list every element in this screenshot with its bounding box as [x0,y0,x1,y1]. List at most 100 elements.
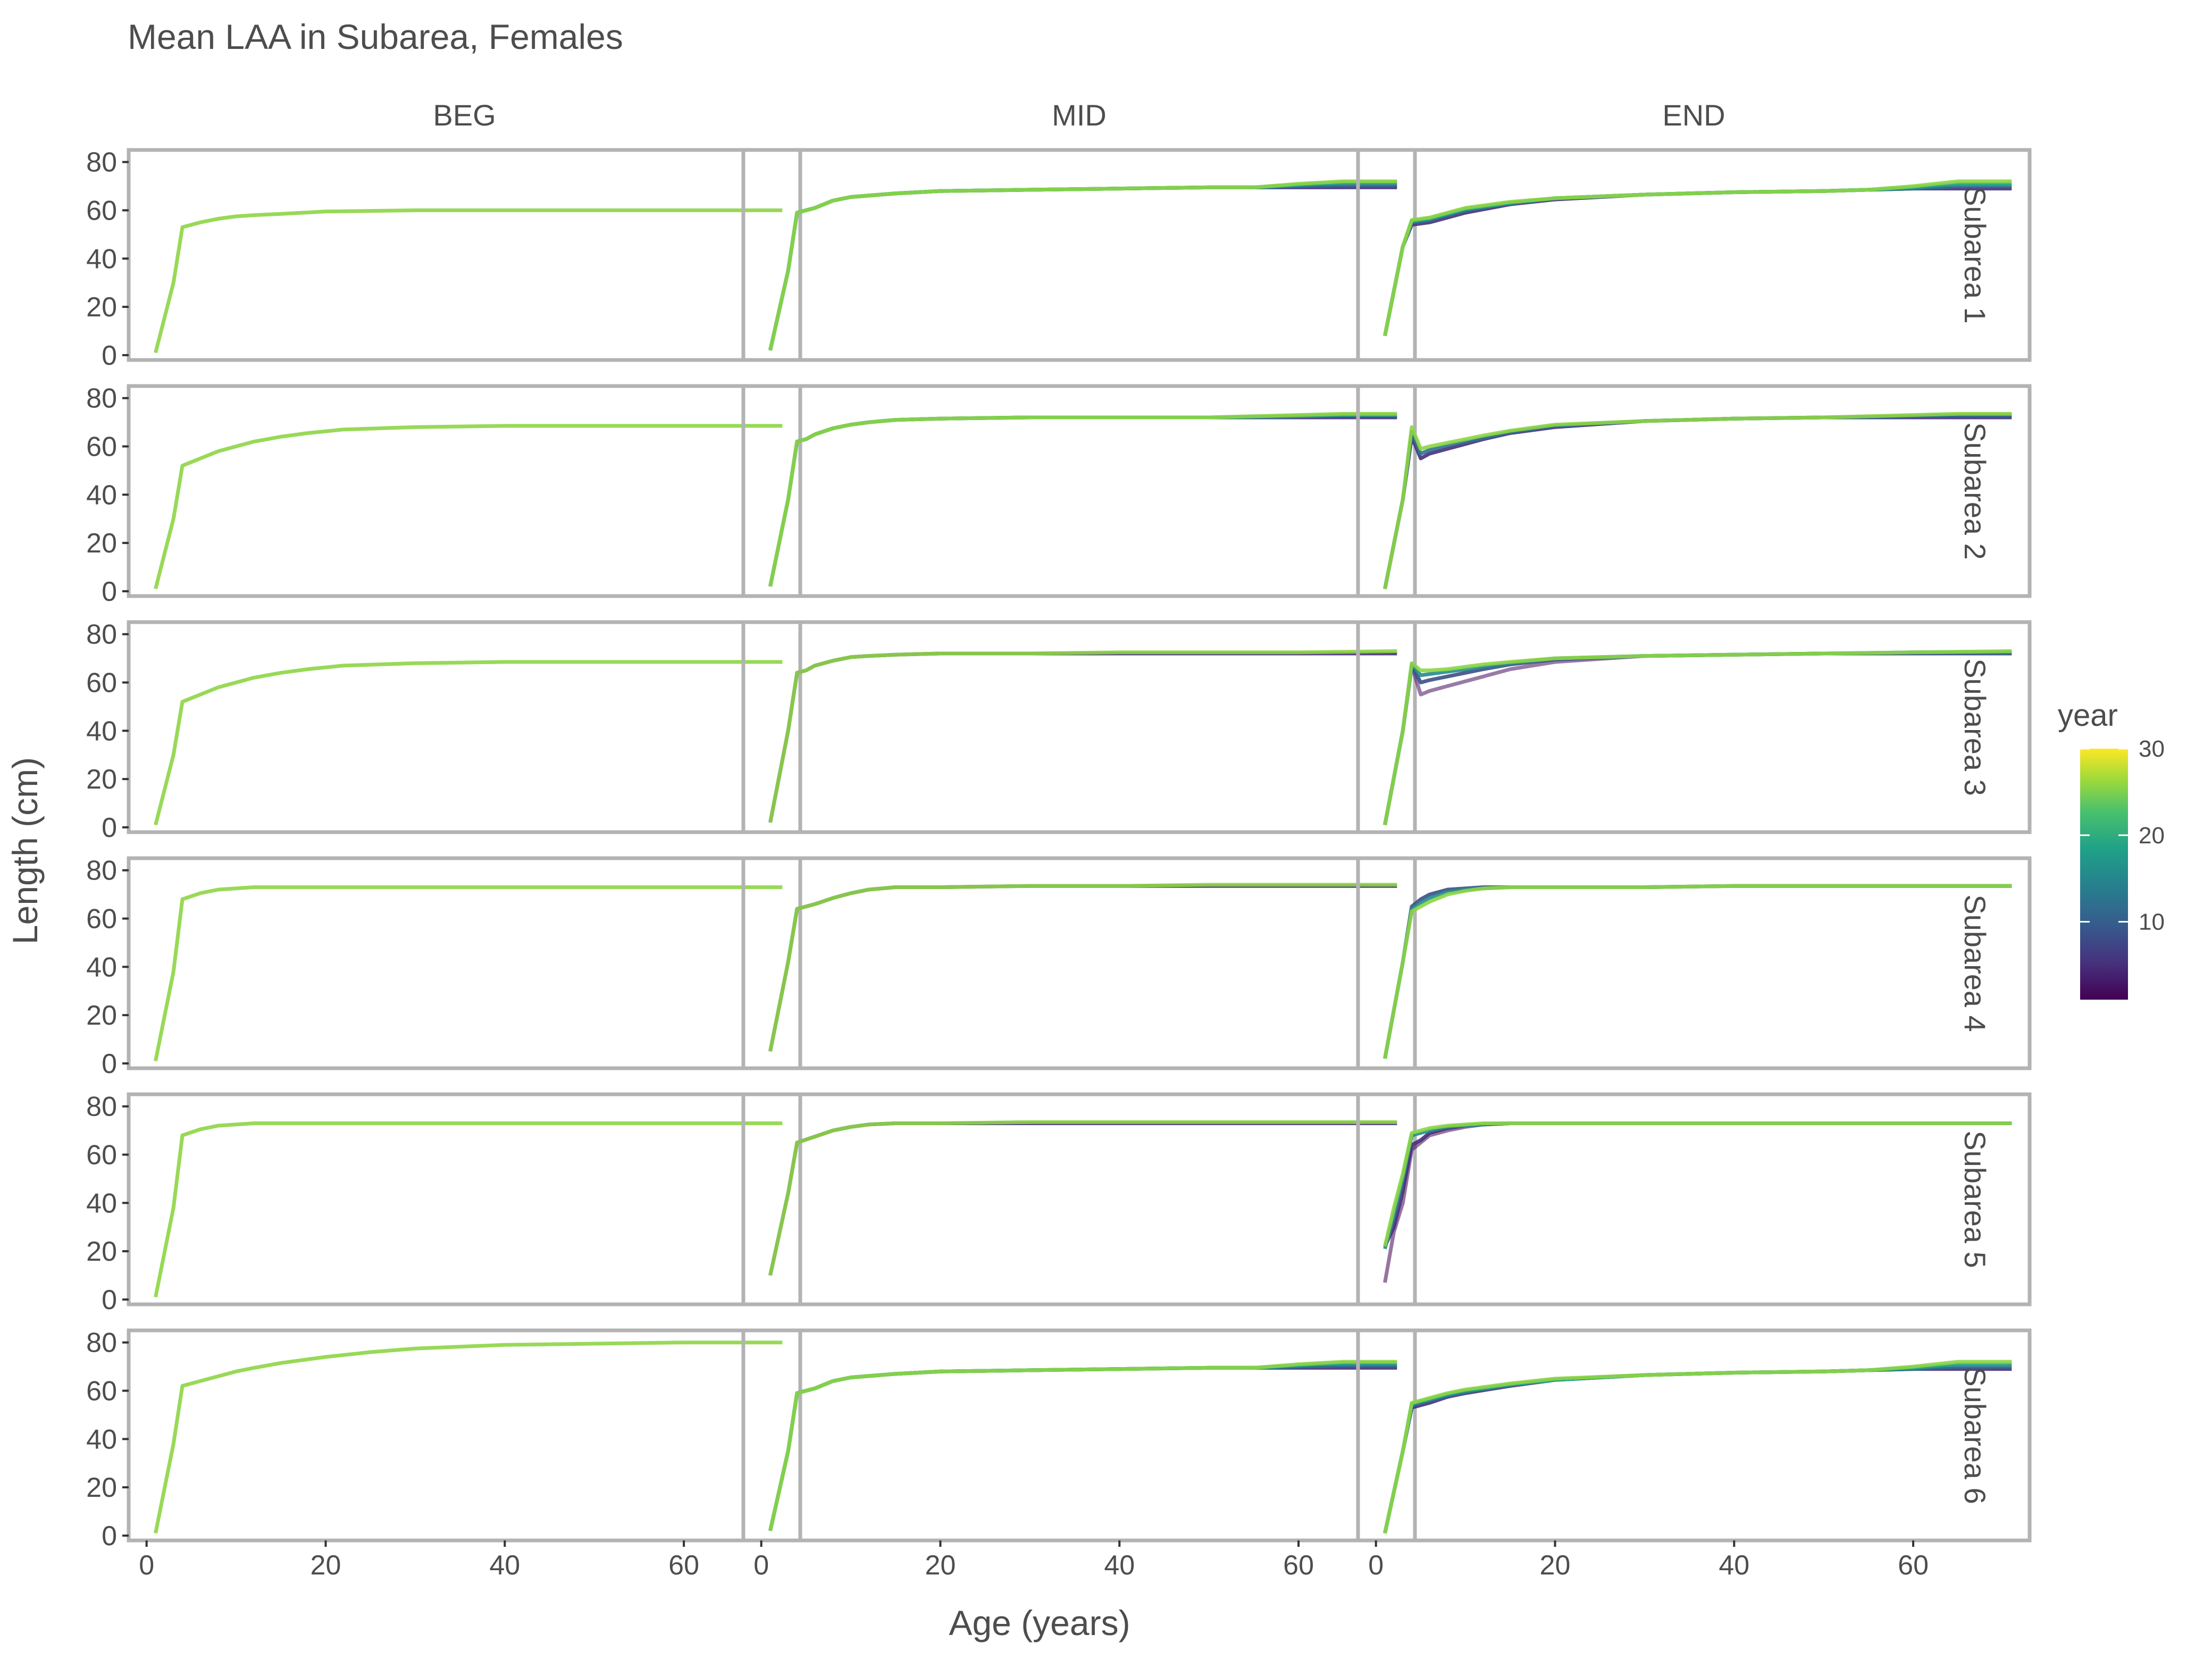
panel-border [127,384,802,598]
y-tick-label: 0 [102,1521,117,1552]
series-line-year-5 [768,1121,1397,1276]
series-line-year-5 [1383,187,2012,337]
row-strip-subarea-5: Subarea 5 [1958,1130,1992,1268]
y-tick-label: 0 [102,812,117,843]
series-line-year-18 [768,413,1397,587]
column-strip-mid: MID [1052,98,1107,132]
series-line-year-25 [768,649,1397,823]
y-tick-label: 80 [86,1328,117,1359]
x-tick-label: 60 [1283,1550,1314,1581]
y-tick-label: 40 [86,480,117,510]
y-tick-label: 20 [86,292,117,323]
panel-border [127,620,802,834]
y-tick-label: 60 [86,1140,117,1171]
chart-title: Mean LAA in Subarea, Females [128,17,623,56]
legend-tick-label: 10 [2139,909,2165,935]
panel-subarea-3-end [1356,620,2032,834]
y-tick-label: 60 [86,904,117,935]
row-strip-subarea-1: Subarea 1 [1958,186,1992,323]
panel-border [127,856,802,1070]
y-tick-label: 20 [86,1472,117,1503]
y-tick-label: 80 [86,619,117,650]
series-line-year-25 [768,883,1397,1052]
series-line-year-25 [154,660,783,826]
y-tick-label: 80 [86,1092,117,1122]
legend-title: year [2058,698,2118,733]
series-line-year-25 [768,179,1397,351]
series-line-year-15 [1383,1121,2012,1250]
row-strip-subarea-4: Subarea 4 [1958,894,1992,1032]
series-line-year-5 [1383,1121,2012,1247]
legend: year 10 20 30 [2058,698,2165,1000]
panel-subarea-1-mid [741,148,1417,362]
x-tick-label: 60 [668,1550,699,1581]
x-tick-label: 40 [1104,1550,1135,1581]
series-line-year-5 [768,651,1397,823]
panel-border [1356,148,2032,362]
x-tick-label: 0 [139,1550,154,1581]
panel-subarea-2-beg: 0 20 40 60 80 [86,383,802,607]
row-strip-subarea-3: Subarea 3 [1958,658,1992,795]
panel-subarea-1-beg: 0 20 40 60 80 [86,147,802,371]
x-tick-label: 40 [489,1550,520,1581]
y-tick-label: 0 [102,1285,117,1316]
series-line-year-5 [768,1365,1397,1531]
series-line-year-18 [768,1361,1397,1531]
panel-border [741,148,1417,362]
panel-subarea-6-mid: 0 20 40 60 [741,1328,1417,1581]
panel-subarea-6-beg: 0 20 40 60 80 0 20 40 60 [86,1328,802,1581]
y-tick-label: 40 [86,952,117,983]
series-line-year-5 [768,415,1397,587]
x-tick-label: 20 [1540,1550,1571,1581]
series-line-year-25 [154,1340,783,1534]
y-tick-label: 60 [86,432,117,463]
panel-border [1356,856,2032,1070]
panel-border [127,1328,802,1543]
panel-border [741,1328,1417,1543]
column-strip-beg: BEG [433,98,496,132]
series-line-year-12 [768,1363,1397,1531]
x-axis-label: Age (years) [949,1603,1130,1643]
y-tick-label: 80 [86,383,117,414]
series-line-year-5 [1383,415,2012,590]
panel-border [741,620,1417,834]
y-axis-label: Length (cm) [5,757,45,944]
series-line-year-25 [1383,884,2012,1059]
series-line-year-5 [1383,1367,2012,1534]
panel-subarea-5-end [1356,1092,2032,1306]
series-line-year-25 [1383,1121,2012,1247]
y-tick-label: 20 [86,1000,117,1031]
series-line-year-1 [1383,1121,2012,1283]
column-strip-end: END [1662,98,1725,132]
panel-border [127,148,802,362]
x-tick-label: 0 [1368,1550,1384,1581]
panel-subarea-4-end [1356,856,2032,1070]
panel-subarea-4-mid [741,856,1417,1070]
x-tick-label: 40 [1719,1550,1749,1581]
series-line-year-25 [1383,1360,2012,1534]
series-line-year-25 [1383,649,2012,826]
y-tick-label: 40 [86,1188,117,1219]
panel-border [1356,1328,2032,1543]
panel-subarea-6-end: 0 20 40 60 [1356,1328,2032,1581]
panel-subarea-3-beg: 0 20 40 60 80 [86,619,802,843]
panel-subarea-4-beg: 0 20 40 60 80 [86,856,802,1079]
panel-border [741,856,1417,1070]
series-line-year-15 [1383,884,2012,1059]
y-tick-label: 20 [86,764,117,795]
x-tick-label: 20 [925,1550,956,1581]
panels-grid: 0 20 40 60 80 0 20 40 60 80 0 20 40 60 80 0 20 40 60 80 0 20 4… [86,98,2032,1581]
panel-subarea-5-beg: 0 20 40 60 80 [86,1092,802,1316]
y-tick-label: 40 [86,1424,117,1455]
series-line-year-25 [1383,412,2012,590]
series-line-year-25 [154,424,783,590]
panel-border [1356,384,2032,598]
series-line-year-25 [1383,179,2012,337]
y-tick-label: 0 [102,1049,117,1079]
x-tick-label: 0 [753,1550,769,1581]
series-line-year-25 [154,208,783,354]
series-line-year-25 [154,1121,783,1298]
panel-border [1356,620,2032,834]
series-line-year-25 [768,412,1397,587]
